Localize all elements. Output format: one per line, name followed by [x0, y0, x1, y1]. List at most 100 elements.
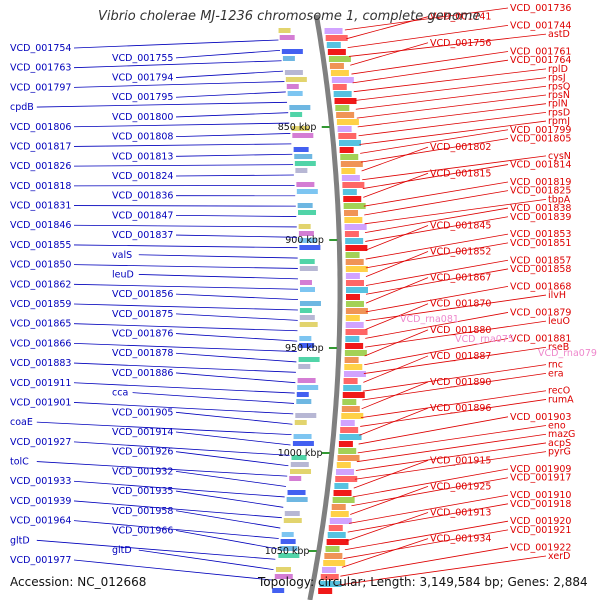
forward-gene-label: VCD_001911 — [10, 378, 71, 389]
forward-gene-label: VCD_001901 — [10, 397, 71, 408]
forward-gene-block — [293, 434, 312, 439]
reverse-gene-block — [343, 196, 362, 202]
forward-gene-block — [278, 553, 300, 558]
forward-gene-label: VCD_001806 — [10, 122, 71, 133]
forward-leader-line — [73, 559, 272, 581]
reverse-gene-block — [340, 420, 355, 426]
forward-gene-block — [299, 238, 318, 243]
forward-gene-block — [298, 364, 311, 369]
reverse-gene-block — [332, 497, 355, 503]
forward-gene-block — [292, 441, 314, 446]
reverse-gene-block — [338, 441, 353, 447]
forward-gene-label: VCD_001862 — [10, 279, 71, 290]
reverse-leader-line — [363, 346, 547, 374]
reverse-gene-label: rpsQ — [548, 81, 570, 92]
reverse-leader-line — [360, 390, 547, 419]
reverse-leader-line — [365, 251, 429, 278]
reverse-leader-line — [359, 120, 547, 145]
reverse-gene-label: VCD_001819 — [510, 177, 571, 188]
forward-gene-label: VCD_001850 — [10, 260, 71, 271]
reverse-gene-block — [333, 91, 352, 97]
reverse-gene-label: VCD_001736 — [510, 3, 571, 14]
reverse-gene-block — [340, 427, 359, 433]
reverse-leader-line — [354, 451, 547, 480]
forward-gene-label: VCD_001914 — [112, 427, 173, 438]
reverse-gene-label: VCD_001744 — [510, 20, 571, 31]
forward-gene-block — [296, 182, 315, 187]
forward-gene-block — [292, 133, 314, 138]
kbp-tick-label: 1050 kbp — [265, 546, 310, 557]
forward-leader-line — [175, 214, 297, 217]
reverse-gene-block — [336, 112, 355, 118]
reverse-gene-block — [340, 154, 359, 160]
reverse-gene-label: VCD_001918 — [510, 499, 571, 510]
forward-gene-label: VCD_001875 — [112, 309, 173, 320]
forward-leader-line — [73, 39, 279, 49]
forward-gene-block — [296, 189, 318, 194]
forward-leader-line — [138, 549, 274, 571]
forward-leader-line — [73, 122, 290, 128]
forward-gene-label: VCD_001966 — [112, 525, 173, 536]
reverse-gene-label: mazG — [548, 429, 575, 440]
reverse-gene-label: astD — [548, 29, 570, 40]
reverse-gene-block — [340, 161, 363, 167]
forward-leader-line — [175, 372, 296, 384]
forward-leader-line — [175, 234, 298, 238]
forward-gene-label: tolC — [10, 457, 29, 468]
forward-gene-label: VCD_001866 — [10, 338, 71, 349]
reverse-gene-block — [325, 35, 348, 41]
forward-gene-label: VCD_001939 — [10, 496, 71, 507]
reverse-leader-line — [359, 407, 429, 436]
reverse-leader-line — [356, 433, 547, 463]
reverse-gene-block — [341, 406, 360, 412]
reverse-leader-line — [365, 225, 429, 251]
reverse-gene-block — [336, 469, 355, 475]
reverse-leader-line — [347, 25, 509, 49]
forward-gene-label: VCD_001905 — [112, 407, 173, 418]
forward-gene-block — [274, 574, 293, 579]
reverse-gene-label: rseB — [548, 342, 569, 353]
forward-gene-block — [299, 343, 315, 348]
forward-gene-block — [299, 266, 318, 271]
forward-leader-line — [73, 264, 298, 269]
forward-gene-block — [278, 28, 291, 33]
forward-gene-block — [284, 70, 303, 75]
reverse-gene-label: VCD_001890 — [430, 377, 491, 388]
reverse-gene-block — [329, 63, 344, 69]
reverse-gene-block — [343, 385, 362, 391]
chromosome-backbone — [307, 14, 343, 600]
reverse-gene-label: VCD_001852 — [430, 247, 491, 258]
reverse-leader-line — [341, 538, 429, 568]
reverse-leader-line — [344, 7, 509, 31]
reverse-leader-line — [352, 468, 509, 498]
forward-gene-block — [299, 287, 315, 292]
forward-leader-line — [175, 91, 286, 98]
forward-gene-block — [299, 308, 312, 313]
reverse-gene-block — [337, 126, 352, 132]
forward-leader-line — [73, 382, 295, 394]
forward-gene-block — [294, 161, 316, 166]
forward-gene-label: valS — [112, 250, 132, 261]
forward-leader-line — [175, 70, 284, 78]
reverse-leader-line — [354, 77, 547, 101]
forward-gene-label: VCD_001808 — [112, 132, 173, 143]
reverse-gene-label: VCD_001845 — [430, 220, 491, 231]
rna-gene-label: VCD_rna081 — [400, 314, 459, 325]
forward-leader-line — [73, 60, 282, 69]
forward-gene-label: gltD — [10, 535, 30, 546]
reverse-gene-label: rnc — [548, 360, 563, 371]
reverse-gene-block — [344, 231, 359, 237]
reverse-gene-block — [345, 238, 364, 244]
forward-leader-line — [175, 133, 291, 138]
reverse-gene-label: VCD_001921 — [510, 525, 571, 536]
reverse-gene-block — [333, 490, 352, 496]
reverse-gene-block — [344, 224, 367, 230]
reverse-gene-block — [327, 532, 346, 538]
reverse-leader-line — [361, 381, 429, 410]
reverse-gene-block — [330, 511, 349, 517]
forward-leader-line — [138, 254, 298, 259]
forward-leader-line — [175, 411, 293, 425]
reverse-leader-line — [365, 233, 509, 260]
forward-leader-line — [73, 303, 298, 311]
forward-gene-block — [293, 147, 309, 152]
